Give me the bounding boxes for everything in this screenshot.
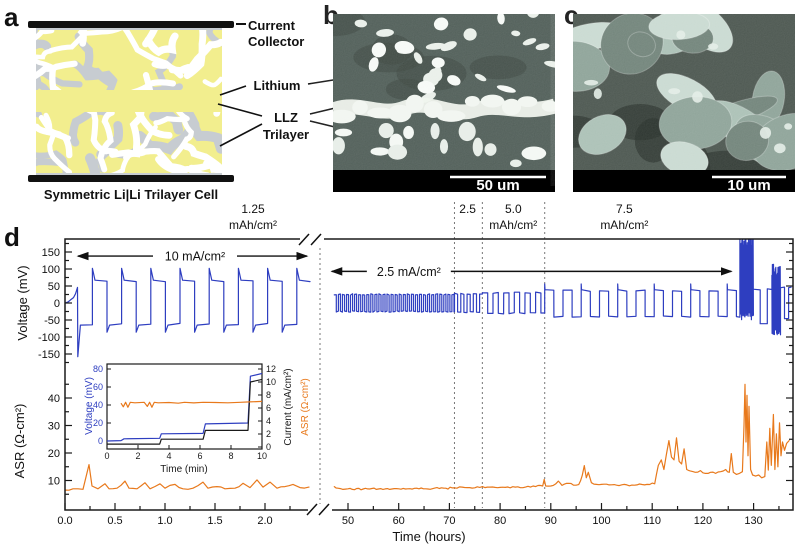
inset-frame <box>106 363 263 450</box>
svg-text:mAh/cm²: mAh/cm² <box>489 218 537 232</box>
sem-b-infobar <box>333 170 555 192</box>
svg-text:80: 80 <box>494 515 506 527</box>
svg-text:-150: -150 <box>38 349 60 361</box>
svg-text:0.5: 0.5 <box>107 515 122 527</box>
svg-text:50: 50 <box>48 281 60 293</box>
svg-text:0: 0 <box>266 442 271 452</box>
panel-a-caption: Symmetric Li|Li Trilayer Cell <box>44 187 218 202</box>
svg-text:5.0: 5.0 <box>505 202 522 216</box>
lithium-pointer-left <box>219 85 247 96</box>
current-collector-label-1: Current <box>248 18 296 33</box>
svg-text:60: 60 <box>393 515 405 527</box>
bottom-current-collector-bar <box>28 175 234 182</box>
inset-data <box>107 372 262 445</box>
svg-text:mAh/cm²: mAh/cm² <box>600 218 648 232</box>
svg-text:110: 110 <box>643 515 661 527</box>
current-density-arrows: 10 mA/cm² 2.5 mA/cm² <box>76 248 733 279</box>
svg-text:40: 40 <box>93 400 103 410</box>
svg-text:8: 8 <box>228 451 233 461</box>
capacity-dashed-lines <box>319 202 546 508</box>
svg-text:130: 130 <box>744 515 762 527</box>
llz-pointer-bottom-layer <box>219 123 263 147</box>
dense-middle-layer <box>36 90 222 112</box>
axis-break-marks <box>298 233 332 516</box>
svg-text:30: 30 <box>48 421 60 433</box>
svg-text:10: 10 <box>266 377 276 387</box>
llz-label-1: LLZ <box>274 110 298 125</box>
svg-text:0.0: 0.0 <box>57 515 72 527</box>
panel-c: c 10 um <box>564 0 795 194</box>
svg-text:2: 2 <box>266 429 271 439</box>
svg-text:6: 6 <box>197 451 202 461</box>
svg-text:0: 0 <box>54 298 60 310</box>
svg-text:10 mA/cm²: 10 mA/cm² <box>165 250 225 264</box>
svg-text:40: 40 <box>48 393 60 405</box>
svg-text:6: 6 <box>266 403 271 413</box>
svg-text:80: 80 <box>93 364 103 374</box>
svg-text:4: 4 <box>266 416 271 426</box>
porous-texture-bottom <box>36 112 222 173</box>
svg-text:2.0: 2.0 <box>257 515 272 527</box>
svg-text:2.5 mA/cm²: 2.5 mA/cm² <box>377 265 441 279</box>
panel-a-letter: a <box>4 2 19 32</box>
llz-pointer-mid-layer <box>217 103 263 117</box>
svg-text:-100: -100 <box>38 332 60 344</box>
time-axis-label: Time (hours) <box>392 529 465 544</box>
svg-text:1.25: 1.25 <box>241 202 265 216</box>
inset-voltage-axis-label: Voltage (mV) <box>84 377 95 435</box>
porous-texture-top <box>36 30 222 90</box>
svg-text:150: 150 <box>42 247 60 259</box>
svg-text:90: 90 <box>545 515 557 527</box>
panel-d-letter: d <box>4 222 20 252</box>
svg-text:20: 20 <box>93 418 103 428</box>
svg-text:2.5: 2.5 <box>459 202 476 216</box>
svg-text:0: 0 <box>104 451 109 461</box>
svg-text:-50: -50 <box>44 315 60 327</box>
svg-text:1.0: 1.0 <box>157 515 172 527</box>
voltage-axis-label: Voltage (mV) <box>15 265 30 340</box>
lithium-label: Lithium <box>254 78 301 93</box>
panel-b: b 50 um <box>323 0 555 194</box>
inset-asr-axis-label: ASR (Ω-cm²) <box>300 378 311 435</box>
svg-text:10: 10 <box>257 451 267 461</box>
svg-text:0: 0 <box>98 436 103 446</box>
plot-ticks: 0.0 0.5 1.0 1.5 2.0 50 60 70 80 90 100 110 120 130150… <box>38 242 793 527</box>
inset-current-axis-label: Current (mA/cm²) <box>283 368 294 445</box>
sem-b-grain <box>333 14 555 170</box>
panel-a: a Current Collector Lithium LLZ Trilayer… <box>4 2 398 202</box>
asr-axis-label: ASR (Ω-cm²) <box>12 404 27 479</box>
svg-text:4: 4 <box>166 451 171 461</box>
sem-c-infobar <box>573 170 795 192</box>
current-collector-label-2: Collector <box>248 34 304 49</box>
plot-frame <box>64 238 794 511</box>
svg-text:70: 70 <box>443 515 455 527</box>
capacity-labels: 1.25 mAh/cm² 2.5 5.0 mAh/cm² 7.5 mAh/cm² <box>229 202 648 232</box>
svg-text:10: 10 <box>48 476 60 488</box>
svg-text:2: 2 <box>135 451 140 461</box>
svg-text:7.5: 7.5 <box>616 202 633 216</box>
panel-d: d 1.25 mAh/cm² 2.5 5.0 mAh/cm² 7.5 mAh/cm² 0.0… <box>4 202 794 544</box>
llz-label-2: Trilayer <box>263 127 309 142</box>
svg-text:8: 8 <box>266 390 271 400</box>
sem-c-grain <box>573 14 795 170</box>
svg-text:20: 20 <box>48 448 60 460</box>
sem-c-scalebar-label: 10 um <box>727 177 770 194</box>
plot-data <box>65 239 792 491</box>
sem-b-scalebar-label: 50 um <box>476 177 519 194</box>
inset-time-axis-label: Time (min) <box>160 464 207 475</box>
svg-text:mAh/cm²: mAh/cm² <box>229 218 277 232</box>
svg-text:60: 60 <box>93 382 103 392</box>
svg-text:50: 50 <box>342 515 354 527</box>
svg-text:12: 12 <box>266 364 276 374</box>
svg-text:120: 120 <box>694 515 712 527</box>
top-current-collector-bar <box>28 21 234 28</box>
svg-text:100: 100 <box>42 264 60 276</box>
svg-text:100: 100 <box>592 515 610 527</box>
svg-text:1.5: 1.5 <box>207 515 222 527</box>
